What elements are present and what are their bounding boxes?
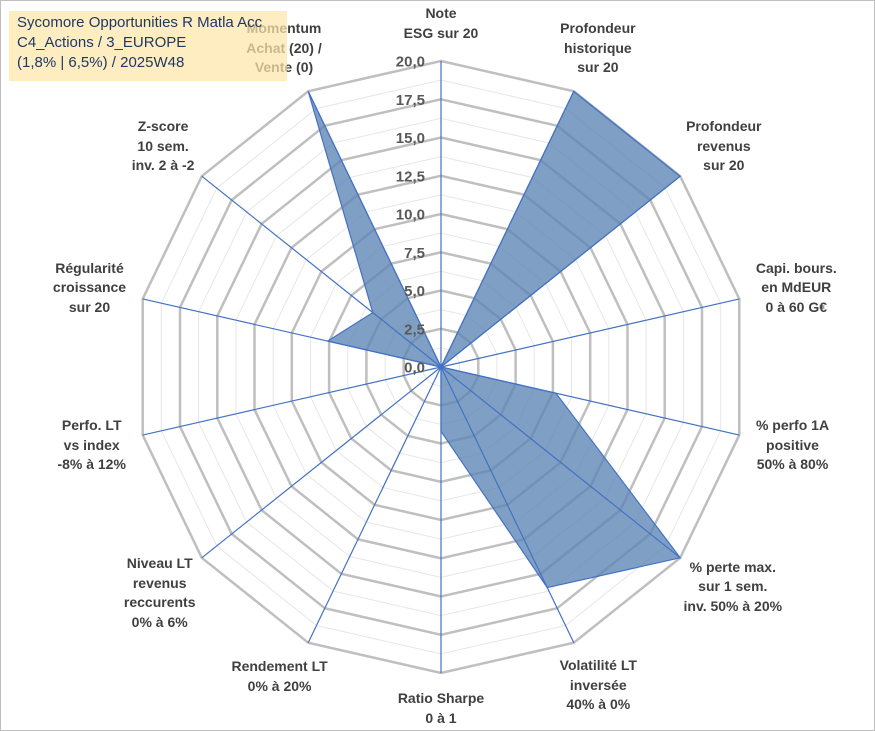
axis-label-7: Volatilité LT inversée 40% à 0%: [498, 656, 698, 715]
axis-label-8: Ratio Sharpe 0 à 1: [341, 689, 541, 728]
axis-label-line: reccurents: [123, 594, 196, 611]
tick-label: 2,5: [404, 321, 425, 338]
axis-label-6: % perte max. sur 1 sem. inv. 50% à 20%: [633, 558, 833, 617]
axis-label-line: Régularité: [55, 259, 124, 276]
axis-label-line: Profondeur: [560, 20, 636, 36]
axis-label-11: Perfo. LT vs index -8% à 12%: [0, 416, 192, 475]
axis-spoke: [440, 366, 681, 559]
axis-label-line: inversée: [569, 676, 627, 693]
axis-label-line: en MdEUR: [761, 279, 832, 296]
axis-label-10: Niveau LT revenus reccurents 0% à 6%: [60, 554, 260, 632]
axis-label-line: Rendement LT: [231, 658, 328, 674]
axis-label-line: % perfo 1A: [755, 417, 830, 434]
axis-label-4: Capi. bours. en MdEUR 0 à 60 G€: [696, 259, 875, 318]
tick-label: 20,0: [396, 54, 425, 71]
tick-label: 5,0: [404, 283, 425, 300]
axis-label-line: -8% à 12%: [57, 456, 126, 473]
axis-label-line: 10 sem.: [137, 137, 189, 154]
axis-label-line: 50% à 80%: [756, 456, 829, 473]
tick-label: 15,0: [396, 130, 425, 147]
axis-label-5: % perfo 1A positive 50% à 80%: [693, 416, 875, 475]
title-line-1: Sycomore Opportunities R Matla Acc: [17, 14, 263, 31]
axis-spoke: [440, 298, 740, 368]
axis-label-line: sur 20: [577, 59, 619, 75]
title-line-2: C4_Actions / 3_EUROPE: [17, 34, 187, 51]
axis-label-9: Rendement LT 0% à 20%: [180, 657, 380, 696]
radial-tick-labels: 0,0 2,5 5,0 7,5 10,0 12,5 15,0 17,5 20,0: [396, 54, 425, 377]
axis-label-line: Profondeur: [686, 118, 762, 135]
axis-spoke: [440, 91, 575, 368]
tick-label: 17,5: [396, 92, 425, 109]
axis-label-line: inv. 2 à -2: [131, 157, 195, 174]
axis-label-line: historique: [564, 39, 632, 56]
axis-label-2: Profondeur historique sur 20: [498, 19, 698, 78]
axis-label-12: Régularité croissance sur 20: [0, 259, 190, 318]
axis-label-line: % perte max.: [689, 558, 776, 575]
axis-label-line: sur 20: [703, 157, 745, 174]
tick-label: 12,5: [396, 168, 425, 185]
axis-label-13: Z-score 10 sem. inv. 2 à -2: [63, 117, 263, 176]
axis-label-line: Capi. bours.: [755, 259, 837, 276]
tick-label: 7,5: [404, 245, 425, 262]
axis-label-line: positive: [766, 436, 819, 453]
axis-label-line: croissance: [52, 279, 127, 296]
axis-label-line: revenus: [132, 574, 187, 591]
axis-spokes: [142, 61, 740, 673]
axis-spoke: [307, 91, 442, 368]
axis-spoke: [307, 366, 442, 643]
axis-spoke: [201, 366, 442, 559]
axis-label-line: 0 à 60 G€: [765, 298, 828, 315]
axis-spoke: [440, 366, 575, 643]
axis-spoke: [142, 298, 442, 368]
axis-label-line: sur 1 sem.: [698, 578, 768, 595]
axis-spoke: [440, 366, 740, 436]
axis-label-line: 0% à 20%: [247, 677, 312, 694]
axis-label-line: Volatilité LT: [559, 657, 637, 673]
axis-label-line: Z-score: [137, 118, 189, 135]
chart-title-box: Sycomore Opportunities R Matla Acc C4_Ac…: [9, 11, 287, 81]
axis-label-line: 40% à 0%: [566, 696, 631, 712]
axis-label-line: revenus: [696, 137, 751, 154]
axis-label-line: vs index: [63, 436, 120, 453]
axis-spoke: [142, 366, 442, 436]
axis-spoke: [440, 175, 681, 368]
axis-label-line: Note: [425, 5, 457, 21]
axis-label-3: Profondeur revenus sur 20: [624, 117, 824, 176]
axis-label-line: ESG sur 20: [403, 24, 479, 41]
axis-label-line: 0% à 6%: [131, 613, 188, 630]
title-line-3: (1,8% | 6,5%) / 2025W48: [17, 54, 185, 71]
axis-label-1: Note ESG sur 20: [341, 4, 541, 43]
axis-label-line: Niveau LT: [126, 555, 193, 572]
axis-label-line: inv. 50% à 20%: [683, 597, 783, 614]
axis-label-line: Ratio Sharpe: [397, 690, 485, 706]
axis-spoke: [201, 175, 442, 368]
tick-label: 10,0: [396, 207, 425, 224]
axis-label-line: sur 20: [68, 298, 111, 315]
axis-label-line: 0 à 1: [425, 709, 457, 726]
tick-label: 0,0: [404, 360, 425, 377]
axis-label-line: Perfo. LT: [61, 417, 122, 434]
